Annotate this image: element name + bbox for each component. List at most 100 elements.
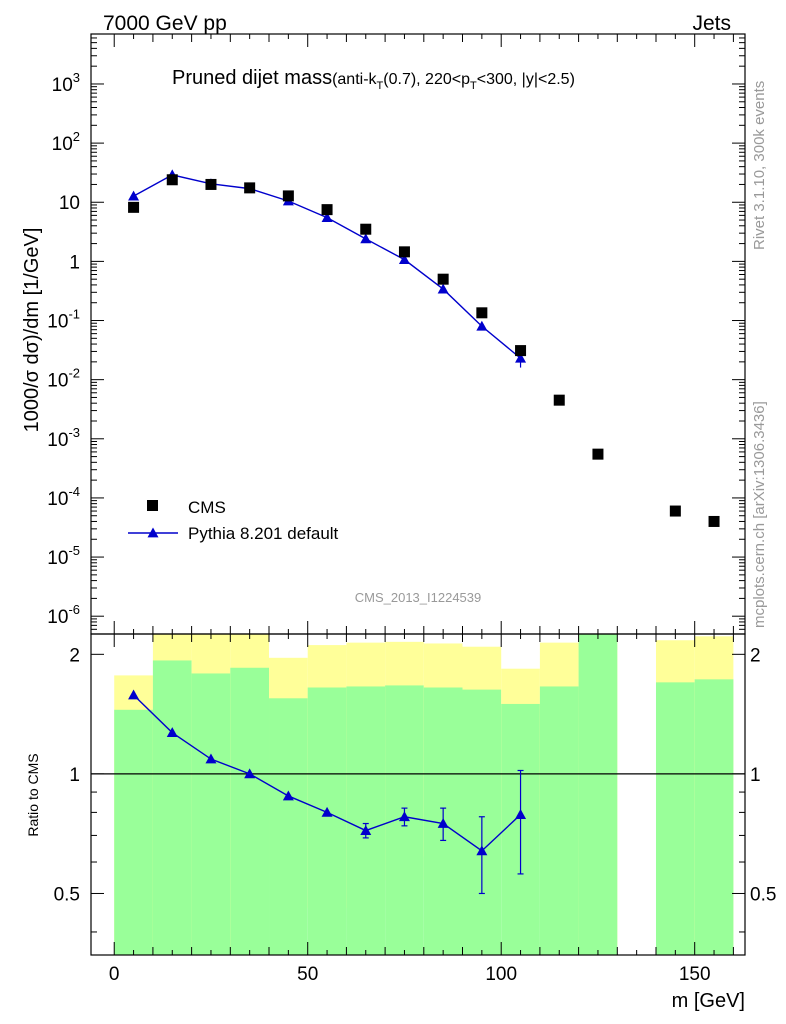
cms-point	[166, 174, 178, 186]
y-tick-label: 10-4	[47, 484, 80, 510]
stat-uncertainty-band	[578, 634, 618, 955]
cms-point	[515, 345, 527, 357]
ratio-mc-point	[205, 753, 217, 764]
y-tick-exponent: 3	[73, 70, 80, 85]
cms-point	[669, 505, 681, 517]
y-tick-exponent: -2	[68, 366, 80, 381]
y-tick-label: 10-1	[47, 307, 80, 333]
ratio-mc-point	[321, 806, 333, 817]
stat-uncertainty-band	[694, 679, 734, 955]
cms-point	[437, 273, 449, 285]
header-left: 7000 GeV pp	[103, 12, 227, 35]
y-tick-exponent: -4	[68, 484, 80, 499]
plot-title-sub1: T	[377, 80, 384, 92]
y-tick-label: 102	[52, 129, 80, 155]
stat-uncertainty-band	[230, 667, 270, 955]
ratio-mc-point	[515, 809, 527, 819]
y-tick-exponent: -6	[68, 602, 80, 617]
plot-title-tail: <300, |y|<2.5)	[477, 71, 575, 88]
mc-point	[360, 233, 372, 244]
y-tick-base: 10	[47, 371, 68, 392]
cms-point	[128, 201, 140, 213]
mc-point	[398, 254, 410, 265]
ratio-mc-point	[476, 845, 488, 856]
main-ylabel: 1000/σ dσ)/dm [1/GeV]	[21, 228, 43, 433]
ratio-mc-point	[166, 727, 178, 738]
stat-uncertainty-band	[191, 673, 231, 955]
ratio-y-tick-label-right: 0.5	[750, 884, 776, 905]
ratio-mc-point	[437, 818, 449, 828]
cms-point	[321, 204, 333, 216]
y-tick-base: 10	[47, 548, 68, 569]
ratio-y-tick-label: 2	[69, 645, 80, 666]
mc-point	[476, 320, 488, 331]
main-frame	[90, 33, 746, 635]
y-tick-base: 10	[52, 75, 73, 96]
y-tick-base: 10	[47, 312, 68, 333]
x-tick-label: 50	[297, 964, 318, 985]
cms-point	[476, 307, 488, 319]
rivet-label: Rivet 3.1.10, 300k events	[751, 81, 768, 250]
ratio-y-tick-label: 1	[69, 765, 80, 786]
stat-uncertainty-band	[655, 682, 695, 955]
ratio-uncertainty-bands	[114, 634, 734, 955]
ratio-mc-point	[128, 689, 140, 700]
stat-uncertainty-band	[269, 698, 308, 955]
legend-mc-marker	[147, 527, 159, 538]
ratio-y-tick-label: 0.5	[54, 884, 80, 905]
cms-point	[244, 182, 256, 194]
y-tick-exponent: -3	[68, 425, 80, 440]
xlabel: m [GeV]	[672, 990, 745, 1012]
mc-point	[128, 190, 140, 201]
cms-point	[553, 394, 565, 406]
plot-title-paren: (anti-k	[332, 71, 377, 88]
y-tick-exponent: 2	[73, 129, 80, 144]
y-tick-label: 10-6	[47, 602, 80, 628]
y-tick-label: 10-5	[47, 543, 80, 569]
y-tick-label: 1	[69, 252, 80, 273]
plot-title-sub2: T	[470, 80, 477, 92]
cms-point	[708, 515, 720, 527]
cms-point	[398, 246, 410, 258]
stat-uncertainty-band	[152, 660, 192, 955]
cms-point	[360, 223, 372, 235]
ratio-y-tick-label-right: 2	[750, 645, 761, 666]
stat-uncertainty-band	[114, 709, 153, 955]
ratio-y-tick-label-right: 1	[750, 765, 761, 786]
y-tick-base: 10	[52, 134, 73, 155]
mc-point	[437, 283, 449, 294]
x-tick-label: 150	[679, 964, 711, 985]
plot-title-mid: (0.7), 220<p	[383, 71, 470, 88]
ratio-mc-point	[282, 790, 294, 801]
plot-title: Pruned dijet mass(anti-kT(0.7), 220<pT<3…	[172, 67, 575, 92]
axes: 0 50 100 15010-610-510-410-310-210-11101021…	[47, 33, 776, 985]
cms-point	[205, 178, 217, 190]
analysis-watermark: CMS_2013_I1224539	[355, 590, 482, 605]
y-tick-exponent: -5	[68, 543, 80, 558]
y-tick-base: 10	[47, 430, 68, 451]
header-right: Jets	[692, 12, 731, 35]
y-tick-label: 10	[59, 193, 80, 214]
ratio-mc-point	[360, 825, 372, 835]
y-tick-label: 10-3	[47, 425, 80, 451]
cms-point	[592, 448, 604, 460]
y-tick-label: 103	[52, 70, 80, 96]
stat-uncertainty-band	[346, 686, 386, 955]
ratio-mc-point	[398, 811, 410, 822]
legend-cms-marker	[147, 500, 158, 511]
y-tick-base: 10	[47, 489, 68, 510]
plot-title-main: Pruned dijet mass	[172, 67, 332, 89]
mc-point	[515, 352, 527, 363]
stat-uncertainty-band	[307, 687, 347, 955]
mc-line	[133, 174, 521, 359]
legend-mc-label: Pythia 8.201 default	[188, 524, 339, 543]
data-marks	[128, 169, 720, 895]
mc-point	[321, 212, 333, 223]
ratio-ylabel: Ratio to CMS	[25, 753, 41, 836]
y-tick-label: 10-2	[47, 366, 80, 392]
cms-point	[282, 190, 294, 202]
y-tick-base: 10	[47, 607, 68, 628]
ratio-mc-point	[244, 768, 256, 779]
mcplots-label: mcplots.cern.ch [arXiv:1306.3436]	[751, 401, 768, 628]
